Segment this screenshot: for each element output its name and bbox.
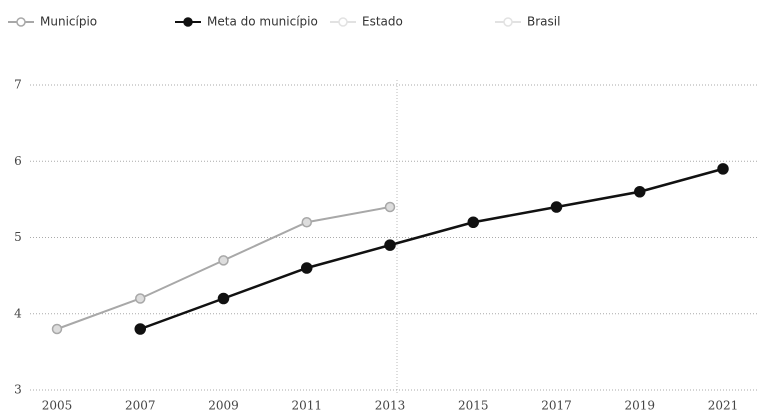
x-tick-label: 2017 — [541, 399, 572, 413]
x-tick-label: 2013 — [375, 399, 406, 413]
point — [301, 217, 312, 228]
x-tick-label: 2005 — [42, 399, 73, 413]
y-tick-label: 5 — [14, 230, 22, 244]
series-line — [139, 167, 724, 331]
point — [135, 293, 146, 304]
point — [717, 163, 729, 175]
legend-label[interactable]: Estado — [362, 15, 403, 29]
point — [51, 323, 63, 335]
legend-marker[interactable] — [338, 17, 348, 27]
point — [134, 323, 146, 335]
y-tick-label: 3 — [14, 383, 22, 397]
point — [634, 186, 646, 198]
x-tick-label: 2015 — [458, 399, 489, 413]
x-tick-label: 2007 — [125, 399, 156, 413]
y-tick-label: 6 — [14, 154, 22, 168]
legend-marker[interactable] — [503, 17, 513, 27]
legend-marker[interactable] — [183, 17, 193, 27]
point — [301, 262, 313, 274]
y-tick-label: 7 — [14, 78, 22, 92]
legend-label[interactable]: Meta do município — [207, 15, 318, 29]
x-tick-label: 2009 — [208, 399, 239, 413]
point — [217, 292, 230, 305]
point — [384, 239, 396, 251]
x-tick-label: 2021 — [708, 399, 739, 413]
legend-marker[interactable] — [16, 17, 26, 27]
x-tick-label: 2019 — [624, 399, 655, 413]
y-tick-label: 4 — [14, 306, 22, 320]
legend-label[interactable]: Brasil — [527, 15, 560, 29]
point — [467, 216, 479, 228]
point — [218, 255, 229, 266]
x-tick-label: 2011 — [291, 399, 322, 413]
legend-label[interactable]: Município — [40, 15, 97, 29]
point — [550, 201, 563, 213]
point — [384, 201, 396, 213]
series-line — [56, 206, 391, 330]
